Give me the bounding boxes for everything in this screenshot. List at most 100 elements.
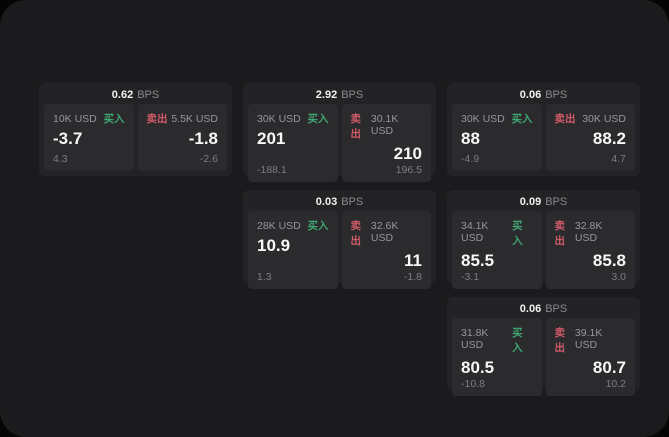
buy-panel-top: 10K USD 买入 <box>53 111 125 126</box>
buy-side-label: 买入 <box>512 327 523 354</box>
sell-amount-label: 32.6K USD <box>370 220 399 244</box>
sell-price-value: 11 <box>404 251 422 270</box>
buy-amount-label: 30K USD <box>461 113 505 125</box>
quote-panels: 28K USD 买入 10.9 1.3 卖出 32.6K USD 11 -1.8 <box>248 211 431 289</box>
bps-unit-label: BPS <box>137 89 160 101</box>
buy-side-label: 买入 <box>307 113 329 125</box>
sell-amount-label: 30K USD <box>582 113 626 125</box>
sell-quote-panel[interactable]: 卖出 39.1K USD 80.7 10.2 <box>545 318 635 396</box>
sell-amount-label: 5.5K USD <box>171 113 218 125</box>
buy-quote-panel[interactable]: 30K USD 买入 88 -4.9 <box>452 104 542 171</box>
sell-side-label: 卖出 <box>146 113 168 125</box>
buy-quote-panel[interactable]: 10K USD 买入 -3.7 4.3 <box>44 104 134 171</box>
quote-card: 0.62 BPS 10K USD 买入 -3.7 4.3 卖出 5.5K USD … <box>39 83 232 176</box>
quote-panels: 30K USD 买入 88 -4.9 卖出 30K USD 88.2 4.7 <box>452 104 635 171</box>
sell-panel-top: 卖出 32.8K USD <box>555 218 627 248</box>
sell-side-label: 卖出 <box>554 327 566 354</box>
bps-unit-label: BPS <box>545 89 568 101</box>
buy-side-label: 买入 <box>511 113 533 125</box>
spread-header: 0.06 BPS <box>452 87 635 104</box>
sell-side-label: 卖出 <box>350 113 362 140</box>
buy-amount-label: 34.1K USD <box>461 220 489 244</box>
sell-sub-value: 10.2 <box>605 378 626 390</box>
spread-value: 0.06 <box>519 89 542 101</box>
buy-side-label: 买入 <box>307 220 329 232</box>
sell-price-value: 85.8 <box>592 251 626 270</box>
buy-sub-value: -10.8 <box>461 378 485 390</box>
buy-panel-top: 34.1K USD 买入 <box>461 218 533 248</box>
sell-side-label: 卖出 <box>350 220 362 247</box>
sell-sub-value: -1.8 <box>403 271 422 283</box>
sell-side-label: 卖出 <box>554 220 566 247</box>
quote-card: 0.03 BPS 28K USD 买入 10.9 1.3 卖出 32.6K USD… <box>243 190 436 289</box>
spread-header: 0.03 BPS <box>248 194 431 211</box>
sell-panel-top: 卖出 5.5K USD <box>147 111 219 126</box>
sell-quote-panel[interactable]: 卖出 32.8K USD 85.8 3.0 <box>545 211 635 289</box>
buy-amount-label: 10K USD <box>53 113 97 125</box>
sell-quote-panel[interactable]: 卖出 32.6K USD 11 -1.8 <box>341 211 431 289</box>
spread-value: 0.09 <box>519 196 542 208</box>
bps-unit-label: BPS <box>545 196 568 208</box>
spread-header: 0.62 BPS <box>44 87 227 104</box>
sell-side-label: 卖出 <box>554 113 576 125</box>
sell-panel-top: 卖出 30.1K USD <box>351 111 423 141</box>
quote-panels: 31.8K USD 买入 80.5 -10.8 卖出 39.1K USD 80.… <box>452 318 635 396</box>
buy-quote-panel[interactable]: 28K USD 买入 10.9 1.3 <box>248 211 338 289</box>
buy-panel-top: 31.8K USD 买入 <box>461 325 533 355</box>
buy-quote-panel[interactable]: 34.1K USD 买入 85.5 -3.1 <box>452 211 542 289</box>
buy-quote-panel[interactable]: 31.8K USD 买入 80.5 -10.8 <box>452 318 542 396</box>
buy-price-value: 88 <box>461 129 480 148</box>
buy-price-value: 201 <box>257 129 286 148</box>
sell-sub-value: 196.5 <box>395 164 422 176</box>
sell-panel-top: 卖出 32.6K USD <box>351 218 423 248</box>
bps-unit-label: BPS <box>341 89 364 101</box>
sell-quote-panel[interactable]: 卖出 30.1K USD 210 196.5 <box>341 104 431 182</box>
buy-price-value: 10.9 <box>257 236 291 255</box>
quote-card: 2.92 BPS 30K USD 买入 201 -188.1 卖出 30.1K U… <box>243 83 436 182</box>
sell-price-value: -1.8 <box>188 129 218 148</box>
buy-sub-value: -188.1 <box>257 164 287 176</box>
sell-panel-top: 卖出 30K USD <box>555 111 627 126</box>
spread-value: 0.62 <box>111 89 134 101</box>
buy-amount-label: 31.8K USD <box>461 327 489 351</box>
buy-panel-top: 30K USD 买入 <box>257 111 329 126</box>
buy-panel-top: 28K USD 买入 <box>257 218 329 233</box>
sell-panel-top: 卖出 39.1K USD <box>555 325 627 355</box>
sell-amount-label: 39.1K USD <box>574 327 603 351</box>
buy-sub-value: 4.3 <box>53 153 68 165</box>
buy-sub-value: -4.9 <box>461 153 480 165</box>
sell-sub-value: 3.0 <box>611 271 626 283</box>
buy-sub-value: -3.1 <box>461 271 480 283</box>
quote-card: 0.06 BPS 30K USD 买入 88 -4.9 卖出 30K USD 88… <box>447 83 640 176</box>
buy-side-label: 买入 <box>103 113 125 125</box>
quote-card: 0.06 BPS 31.8K USD 买入 80.5 -10.8 卖出 39.1K… <box>447 297 640 396</box>
buy-price-value: -3.7 <box>53 129 83 148</box>
buy-amount-label: 28K USD <box>257 220 301 232</box>
quote-card: 0.09 BPS 34.1K USD 买入 85.5 -3.1 卖出 32.8K … <box>447 190 640 289</box>
sell-quote-panel[interactable]: 卖出 5.5K USD -1.8 -2.6 <box>137 104 227 171</box>
sell-price-value: 80.7 <box>592 358 626 377</box>
sell-sub-value: -2.6 <box>199 153 218 165</box>
spread-value: 0.03 <box>315 196 338 208</box>
buy-price-value: 80.5 <box>461 358 495 377</box>
buy-quote-panel[interactable]: 30K USD 买入 201 -188.1 <box>248 104 338 182</box>
bps-unit-label: BPS <box>341 196 364 208</box>
buy-sub-value: 1.3 <box>257 271 272 283</box>
spread-header: 0.09 BPS <box>452 194 635 211</box>
quote-grid: 0.62 BPS 10K USD 买入 -3.7 4.3 卖出 5.5K USD … <box>39 83 640 396</box>
spread-value: 0.06 <box>519 303 542 315</box>
quote-panels: 30K USD 买入 201 -188.1 卖出 30.1K USD 210 1… <box>248 104 431 182</box>
sell-sub-value: 4.7 <box>611 153 626 165</box>
sell-price-value: 88.2 <box>592 129 626 148</box>
spread-header: 2.92 BPS <box>248 87 431 104</box>
quote-panels: 34.1K USD 买入 85.5 -3.1 卖出 32.8K USD 85.8… <box>452 211 635 289</box>
sell-amount-label: 30.1K USD <box>370 113 399 137</box>
spread-value: 2.92 <box>315 89 338 101</box>
buy-panel-top: 30K USD 买入 <box>461 111 533 126</box>
sell-price-value: 210 <box>393 144 422 163</box>
buy-side-label: 买入 <box>512 220 523 247</box>
quote-panels: 10K USD 买入 -3.7 4.3 卖出 5.5K USD -1.8 -2.… <box>44 104 227 171</box>
sell-quote-panel[interactable]: 卖出 30K USD 88.2 4.7 <box>545 104 635 171</box>
buy-price-value: 85.5 <box>461 251 495 270</box>
